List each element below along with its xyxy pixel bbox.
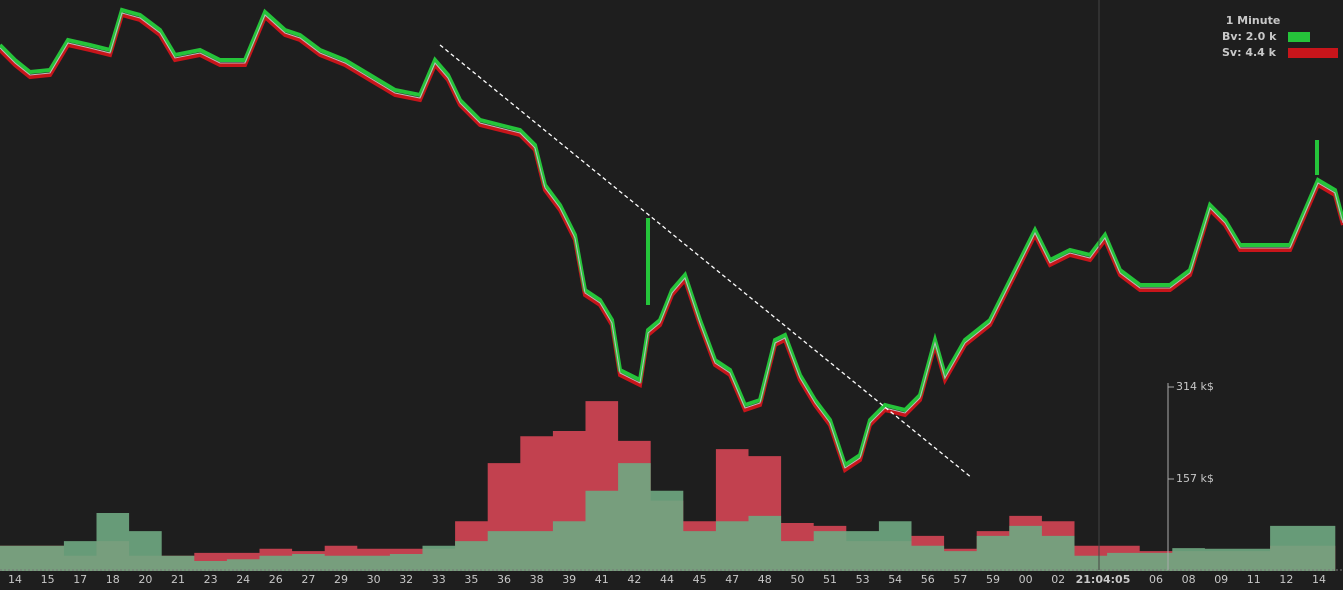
x-tick-label: 29 xyxy=(334,573,348,586)
x-tick-label: 54 xyxy=(888,573,902,586)
x-tick-label: 09 xyxy=(1214,573,1228,586)
price-buy xyxy=(0,7,1343,469)
x-tick-label: 35 xyxy=(464,573,478,586)
legend-swatch xyxy=(1288,48,1338,58)
legend-swatch xyxy=(1288,32,1310,42)
x-tick-label: 44 xyxy=(660,573,674,586)
x-tick-label: 26 xyxy=(269,573,283,586)
x-tick-label: 38 xyxy=(530,573,544,586)
trend-line xyxy=(439,44,973,479)
x-tick-label: 18 xyxy=(106,573,120,586)
x-tick-label: 51 xyxy=(823,573,837,586)
x-tick-label: 08 xyxy=(1182,573,1196,586)
price-avg xyxy=(0,12,1343,469)
legend: Bv: 2.0 k Sv: 4.4 k xyxy=(1222,30,1338,59)
volume-layer xyxy=(0,401,1336,571)
x-tick-label: 12 xyxy=(1279,573,1293,586)
axes: 14 15 17 18 20 21 23 24 26 27 29 30 32 33 35 36 38 39 41 42… xyxy=(8,380,1326,586)
x-tick-label: 56 xyxy=(921,573,935,586)
x-tick-label: 42 xyxy=(627,573,641,586)
x-tick-label: 39 xyxy=(562,573,576,586)
x-tick-label: 59 xyxy=(986,573,1000,586)
x-tick-label: 00 xyxy=(1019,573,1033,586)
volume-area xyxy=(0,463,1336,571)
x-tick-label: 45 xyxy=(693,573,707,586)
x-tick-label: 30 xyxy=(367,573,381,586)
x-tick-label: 27 xyxy=(301,573,315,586)
y-tick-label: 314 k$ xyxy=(1176,380,1214,393)
x-tick-label: 14 xyxy=(1312,573,1326,586)
x-tick-label: 21 xyxy=(171,573,185,586)
x-tick-label: 17 xyxy=(73,573,87,586)
legend-label: Sv: 4.4 k xyxy=(1222,46,1277,59)
x-tick-label: 02 xyxy=(1051,573,1065,586)
x-tick-label: 36 xyxy=(497,573,511,586)
legend-label: Bv: 2.0 k xyxy=(1222,30,1277,43)
x-tick-label: 20 xyxy=(138,573,152,586)
legend-title: 1 Minute xyxy=(1226,14,1281,27)
x-tick-label: 50 xyxy=(790,573,804,586)
x-tick-label: 47 xyxy=(725,573,739,586)
x-tick-label: 14 xyxy=(8,573,22,586)
x-tick-label: 11 xyxy=(1247,573,1261,586)
x-tick-label: 57 xyxy=(953,573,967,586)
x-tick-label: 53 xyxy=(856,573,870,586)
y-tick-label: 157 k$ xyxy=(1176,472,1214,485)
x-tick-label: 48 xyxy=(758,573,772,586)
x-tick-label: 24 xyxy=(236,573,250,586)
cursor-label: 21:04:05 xyxy=(1076,573,1131,586)
x-tick-label: 41 xyxy=(595,573,609,586)
x-tick-label: 06 xyxy=(1149,573,1163,586)
x-tick-label: 23 xyxy=(204,573,218,586)
x-tick-label: 32 xyxy=(399,573,413,586)
x-tick-label: 33 xyxy=(432,573,446,586)
price-trace xyxy=(0,7,1343,474)
x-tick-label: 15 xyxy=(41,573,55,586)
